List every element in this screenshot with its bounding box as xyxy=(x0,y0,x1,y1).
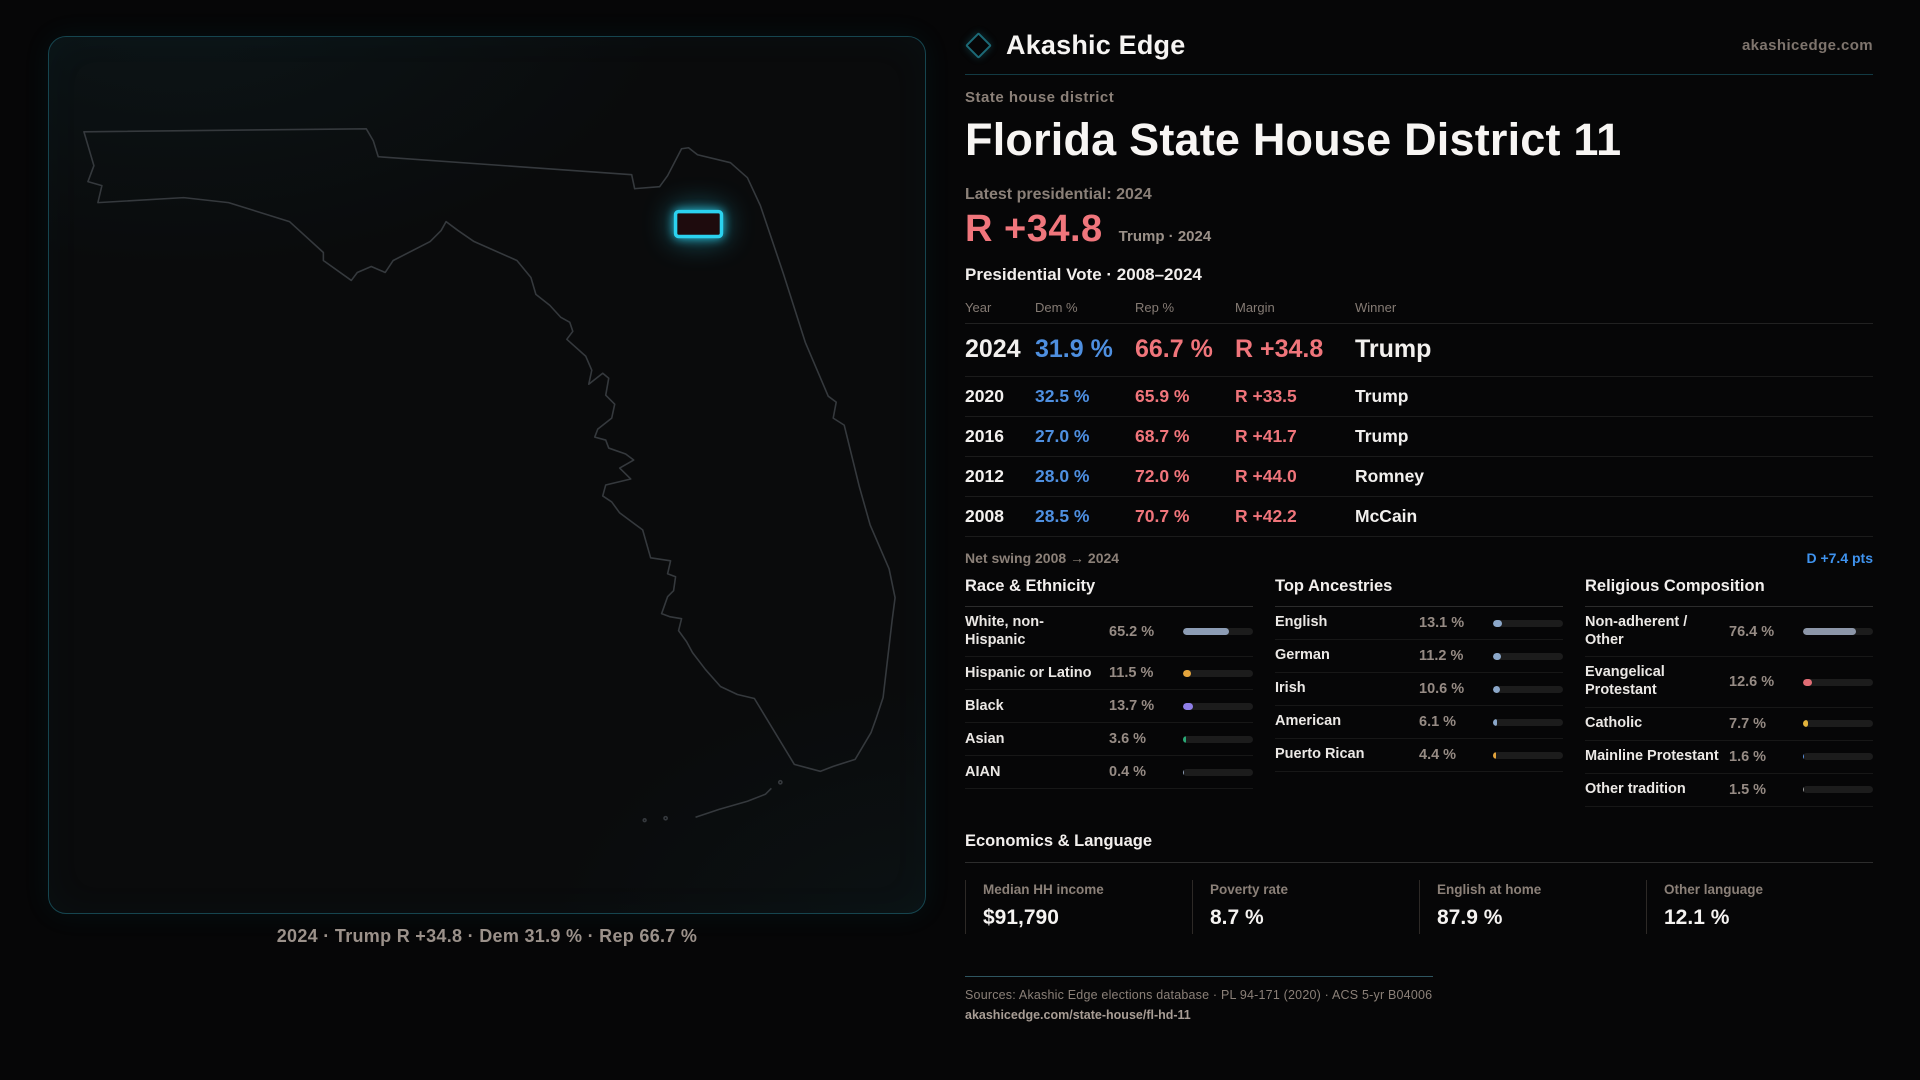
demographics-grid: Race & Ethnicity White, non-Hispanic 65.… xyxy=(965,577,1873,807)
value-bar xyxy=(1803,786,1873,794)
race-ethnicity-section: Race & Ethnicity White, non-Hispanic 65.… xyxy=(965,577,1253,807)
religious-composition-section: Religious Composition Non-adherent / Oth… xyxy=(1585,577,1873,807)
list-item: Other tradition 1.5 % xyxy=(1585,774,1873,807)
col-header-year: Year xyxy=(965,291,1035,324)
vote-table-title: Presidential Vote · 2008–2024 xyxy=(965,265,1202,284)
stat-median-hh-income: Median HH income $91,790 xyxy=(965,879,1192,934)
col-header-rep: Rep % xyxy=(1135,291,1235,324)
list-item: Asian 3.6 % xyxy=(965,723,1253,757)
key-islet xyxy=(642,818,647,823)
florida-map xyxy=(83,127,896,823)
economics-stats: Median HH income $91,790 Poverty rate 8.… xyxy=(965,879,1873,934)
section-title: Top Ancestries xyxy=(1275,577,1563,607)
section-title: Religious Composition xyxy=(1585,577,1873,607)
vote-table-header-row: Year Dem % Rep % Margin Winner xyxy=(965,291,1873,324)
eyebrow-label: State house district xyxy=(965,89,1115,106)
permalink[interactable]: akashicedge.com/state-house/fl-hd-11 xyxy=(965,1007,1191,1022)
value-bar xyxy=(1803,678,1873,686)
col-header-margin: Margin xyxy=(1235,291,1355,324)
brand-domain-link[interactable]: akashicedge.com xyxy=(1741,37,1873,54)
value-bar xyxy=(1493,718,1563,726)
diamond-logo-icon xyxy=(965,32,992,59)
list-item: Catholic 7.7 % xyxy=(1585,708,1873,741)
list-item: AIAN 0.4 % xyxy=(965,756,1253,790)
value-bar xyxy=(1183,628,1253,636)
net-swing-label: Net swing 2008 → 2024 xyxy=(965,550,1120,566)
report-footer: Sources: Akashic Edge elections database… xyxy=(965,975,1433,1022)
value-bar xyxy=(1493,652,1563,660)
value-bar xyxy=(1183,768,1253,776)
net-swing-value: D +7.4 pts xyxy=(1806,550,1873,566)
list-item: Puerto Rican 4.4 % xyxy=(1275,739,1563,772)
report-header: Akashic Edge akashicedge.com xyxy=(965,30,1873,75)
value-bar xyxy=(1493,751,1563,759)
list-item: Irish 10.6 % xyxy=(1275,673,1563,706)
table-row: 2008 28.5 % 70.7 % R +42.2 McCain xyxy=(965,496,1873,537)
latest-presidential-label: Latest presidential: 2024 xyxy=(965,186,1152,203)
presidential-vote-table: Year Dem % Rep % Margin Winner 2024 31.9… xyxy=(965,291,1873,537)
col-header-winner: Winner xyxy=(1355,291,1873,324)
value-bar xyxy=(1803,753,1873,761)
key-islet xyxy=(663,815,668,821)
list-item: American 6.1 % xyxy=(1275,706,1563,739)
value-bar xyxy=(1183,735,1253,743)
value-bar xyxy=(1183,702,1253,710)
value-bar xyxy=(1803,720,1873,728)
sources-text: Sources: Akashic Edge elections database… xyxy=(965,987,1433,1002)
table-row: 2016 27.0 % 68.7 % R +41.7 Trump xyxy=(965,416,1873,457)
list-item: Evangelical Protestant 12.6 % xyxy=(1585,657,1873,708)
stat-english-at-home: English at home 87.9 % xyxy=(1419,879,1646,934)
state-map-panel xyxy=(48,36,926,914)
stat-poverty-rate: Poverty rate 8.7 % xyxy=(1192,879,1419,934)
headline-margin-sub: Trump · 2024 xyxy=(1118,228,1212,245)
headline-margin-row: R +34.8 Trump · 2024 xyxy=(965,208,1873,251)
col-header-dem: Dem % xyxy=(1035,291,1135,324)
list-item: White, non-Hispanic 65.2 % xyxy=(965,607,1253,658)
value-bar xyxy=(1493,685,1563,693)
value-bar xyxy=(1493,619,1563,627)
net-swing-row: Net swing 2008 → 2024 D +7.4 pts xyxy=(965,537,1873,575)
district-11-highlight[interactable] xyxy=(673,209,724,239)
map-caption: 2024 · Trump R +34.8 · Dem 31.9 % · Rep … xyxy=(276,926,698,946)
list-item: Hispanic or Latino 11.5 % xyxy=(965,657,1253,691)
headline-margin-value: R +34.8 xyxy=(965,208,1103,250)
list-item: Non-adherent / Other 76.4 % xyxy=(1585,607,1873,658)
district-report: Akashic Edge akashicedge.com State house… xyxy=(965,30,1873,1022)
list-item: German 11.2 % xyxy=(1275,640,1563,673)
section-title: Race & Ethnicity xyxy=(965,577,1253,607)
florida-outline xyxy=(83,127,896,773)
key-islet xyxy=(777,779,783,785)
page-title: Florida State House District 11 xyxy=(965,114,1622,165)
list-item: Black 13.7 % xyxy=(965,690,1253,724)
list-item: English 13.1 % xyxy=(1275,607,1563,640)
value-bar xyxy=(1803,628,1873,636)
value-bar xyxy=(1183,669,1253,677)
top-ancestries-section: Top Ancestries English 13.1 % German 11.… xyxy=(1275,577,1563,807)
stat-other-language: Other language 12.1 % xyxy=(1646,879,1873,934)
table-row: 2012 28.0 % 72.0 % R +44.0 Romney xyxy=(965,456,1873,497)
brand: Akashic Edge xyxy=(965,30,1185,61)
brand-name: Akashic Edge xyxy=(1006,30,1186,60)
florida-keys-outline xyxy=(695,787,772,818)
table-row: 2024 31.9 % 66.7 % R +34.8 Trump xyxy=(965,323,1873,377)
list-item: Mainline Protestant 1.6 % xyxy=(1585,741,1873,774)
table-row: 2020 32.5 % 65.9 % R +33.5 Trump xyxy=(965,376,1873,417)
economics-section-title: Economics & Language xyxy=(965,832,1873,863)
